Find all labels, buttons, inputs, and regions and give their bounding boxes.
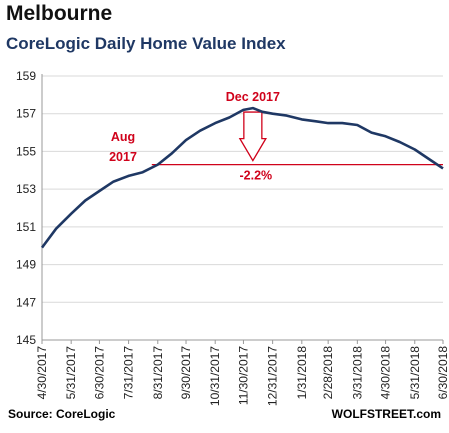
annotation-dec: Dec 2017: [226, 90, 280, 104]
y-tick-label: 155: [16, 144, 36, 158]
y-axis-ticks: 145 147 149 151 153 155 157 159: [16, 69, 36, 347]
annotation-aug-line2: 2017: [109, 150, 137, 164]
y-tick-label: 153: [16, 182, 36, 196]
source-note: Source: CoreLogic: [8, 407, 116, 421]
x-axis-ticks: 4/30/2017 5/31/2017 6/30/2017 7/31/2017 8/31…: [35, 340, 449, 406]
x-tick-label: 12/31/2017: [266, 346, 280, 406]
chart-title: Melbourne: [6, 2, 113, 25]
x-tick-label: 1/31/2018: [295, 346, 309, 400]
x-tick-label: 3/31/2018: [350, 346, 364, 400]
y-tick-label: 159: [16, 69, 36, 83]
x-tick-label: 6/30/2017: [92, 346, 106, 400]
x-tick-label: 4/30/2017: [35, 346, 49, 400]
x-tick-label: 5/31/2018: [408, 346, 422, 400]
y-tick-label: 157: [16, 107, 36, 121]
annotations: [151, 111, 443, 166]
y-tick-label: 149: [16, 258, 36, 272]
gridlines: [42, 75, 443, 341]
x-tick-label: 2/28/2018: [321, 346, 335, 400]
y-tick-label: 145: [16, 333, 36, 347]
y-tick-label: 147: [16, 295, 36, 309]
x-tick-label: 8/31/2017: [151, 346, 165, 400]
chart-subtitle: CoreLogic Daily Home Value Index: [6, 34, 286, 53]
annotation-change: -2.2%: [240, 169, 273, 183]
x-tick-label: 10/31/2017: [208, 346, 222, 406]
x-tick-label: 5/31/2017: [64, 346, 78, 400]
y-tick-label: 151: [16, 220, 36, 234]
axes: [41, 74, 443, 341]
annotation-aug-line1: Aug: [111, 130, 135, 144]
brand-watermark: WOLFSTREET.com: [331, 407, 441, 421]
x-tick-label: 6/30/2018: [436, 346, 449, 400]
x-tick-label: 7/31/2017: [122, 346, 136, 400]
x-tick-label: 4/30/2018: [379, 346, 393, 400]
down-arrow-icon: [238, 111, 267, 162]
x-tick-label: 11/30/2017: [236, 346, 250, 405]
series-line: [40, 106, 444, 249]
x-tick-label: 9/30/2017: [179, 346, 193, 400]
annotation-labels: Aug 2017 Dec 2017 -2.2%: [109, 90, 280, 183]
